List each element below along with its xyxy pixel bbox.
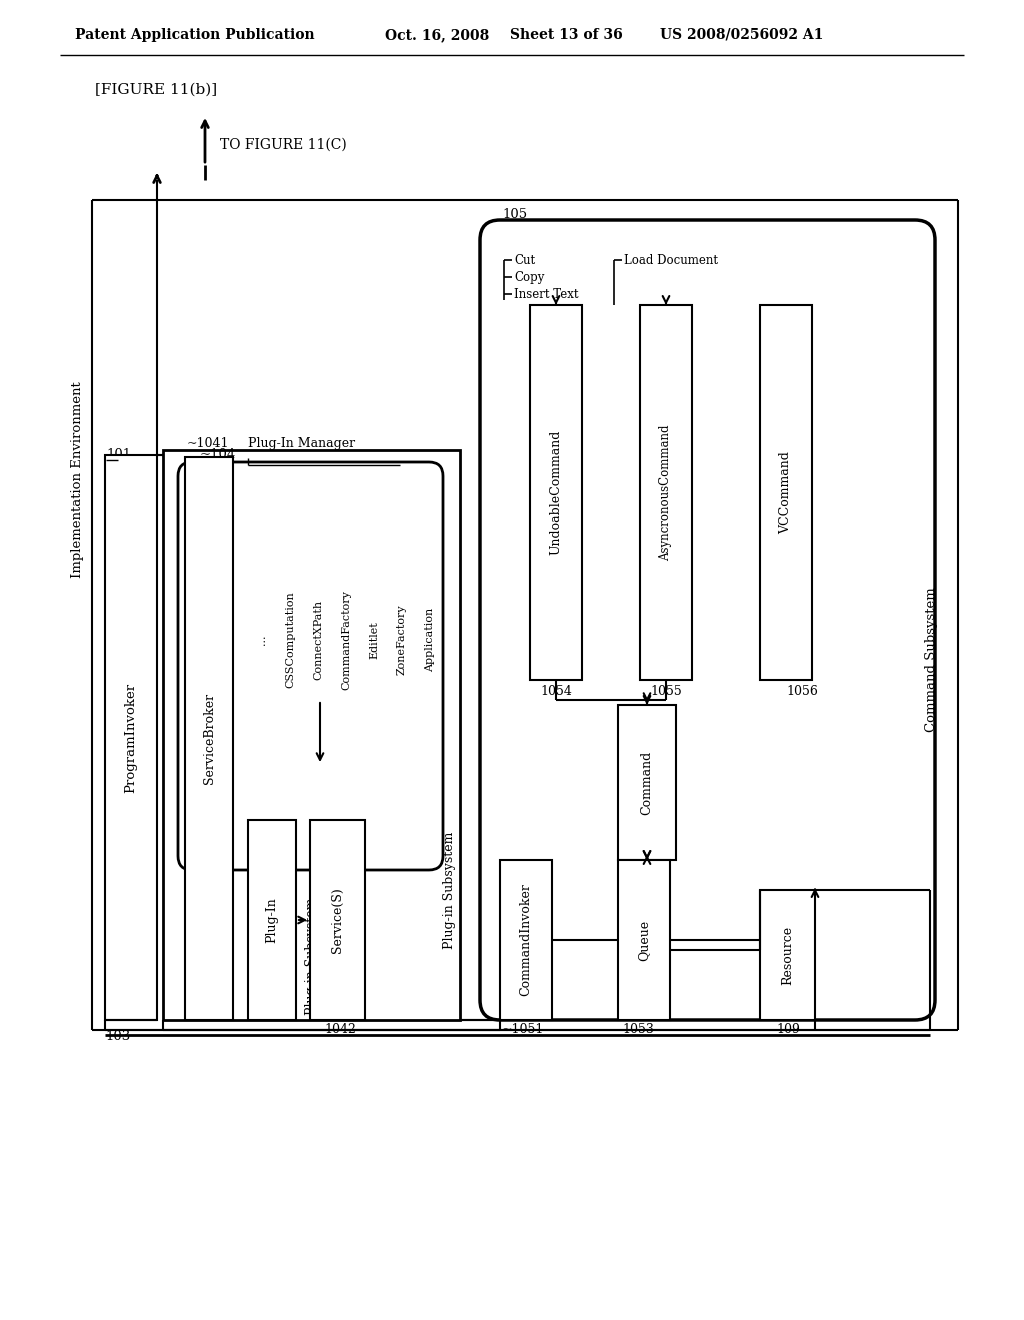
Text: ...: ... <box>257 635 267 645</box>
Text: VCCommand: VCCommand <box>779 451 793 533</box>
Text: Plug-In Manager: Plug-In Manager <box>248 437 355 450</box>
Text: CommandFactory: CommandFactory <box>341 590 351 690</box>
Text: ZoneFactory: ZoneFactory <box>397 605 407 676</box>
Text: 1054: 1054 <box>540 685 572 698</box>
Text: ConnectXPath: ConnectXPath <box>313 599 323 680</box>
Text: 1055: 1055 <box>650 685 682 698</box>
Text: Patent Application Publication: Patent Application Publication <box>75 28 314 42</box>
Bar <box>530 305 582 680</box>
Text: Editlet: Editlet <box>369 622 379 659</box>
Text: US 2008/0256092 A1: US 2008/0256092 A1 <box>660 28 823 42</box>
Bar <box>105 455 157 1020</box>
Text: ~104: ~104 <box>200 449 237 462</box>
Bar <box>310 820 365 1020</box>
Bar <box>500 861 552 1020</box>
Text: [FIGURE 11(b)]: [FIGURE 11(b)] <box>95 83 217 96</box>
Text: Command: Command <box>640 750 653 814</box>
Bar <box>640 305 692 680</box>
Bar <box>248 820 296 1020</box>
Text: UndoableCommand: UndoableCommand <box>550 430 562 556</box>
Bar <box>163 450 460 1020</box>
Text: ~1051: ~1051 <box>502 1023 545 1036</box>
Text: 109: 109 <box>776 1023 800 1036</box>
Bar <box>618 861 670 1020</box>
Bar <box>185 457 233 1020</box>
Text: 103: 103 <box>105 1030 130 1043</box>
Text: Plug-in Subsystem: Plug-in Subsystem <box>305 898 318 1015</box>
Bar <box>760 890 815 1020</box>
Text: 1056: 1056 <box>786 685 818 698</box>
Text: CommandInvoker: CommandInvoker <box>519 883 532 997</box>
Text: Service(S): Service(S) <box>331 887 344 953</box>
Text: AsyncronousCommand: AsyncronousCommand <box>659 424 673 561</box>
Text: Sheet 13 of 36: Sheet 13 of 36 <box>510 28 623 42</box>
Bar <box>618 705 676 861</box>
Text: Application: Application <box>425 609 435 672</box>
Text: Plug-In: Plug-In <box>265 898 279 942</box>
Text: Oct. 16, 2008: Oct. 16, 2008 <box>385 28 489 42</box>
Text: Queue: Queue <box>638 920 650 961</box>
Text: Implementation Environment: Implementation Environment <box>72 381 85 578</box>
Text: Command Subsystem: Command Subsystem <box>926 587 939 733</box>
Text: TO FIGURE 11(C): TO FIGURE 11(C) <box>220 139 347 152</box>
FancyBboxPatch shape <box>480 220 935 1020</box>
Text: Plug-in Subsystem: Plug-in Subsystem <box>443 832 457 949</box>
Text: 101: 101 <box>106 447 131 461</box>
Text: Copy: Copy <box>514 271 545 284</box>
Text: Resource: Resource <box>781 925 794 985</box>
Text: 105: 105 <box>502 209 527 222</box>
Text: Cut: Cut <box>514 253 536 267</box>
FancyBboxPatch shape <box>178 462 443 870</box>
Text: ~1041: ~1041 <box>187 437 229 450</box>
Text: ServiceBroker: ServiceBroker <box>203 693 215 784</box>
Text: CSSComputation: CSSComputation <box>285 591 295 688</box>
Text: 1052: 1052 <box>620 862 651 875</box>
Text: Insert Text: Insert Text <box>514 288 579 301</box>
Text: ProgramInvoker: ProgramInvoker <box>125 682 137 792</box>
Text: 1042: 1042 <box>324 1023 356 1036</box>
Bar <box>760 305 812 680</box>
Text: 1053: 1053 <box>622 1023 654 1036</box>
Text: Load Document: Load Document <box>624 253 718 267</box>
